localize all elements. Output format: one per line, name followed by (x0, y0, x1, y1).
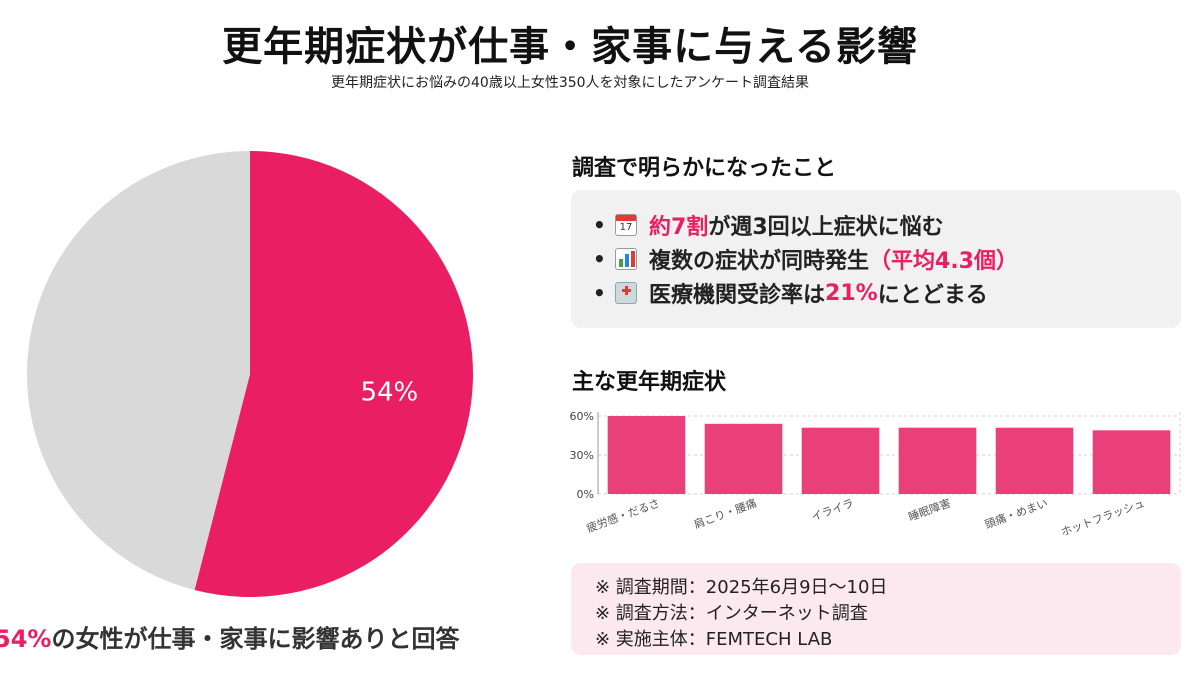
x-tick-label: 睡眠障害 (906, 496, 952, 524)
pie-caption-percent: 54% (0, 625, 52, 653)
finding-highlight: 21% (825, 280, 878, 306)
bar-chart-icon (615, 248, 637, 270)
findings-box: • 17 約7割 が週3回以上症状に悩む • 複数の症状が同時発生 （平均4.3個）… (571, 190, 1181, 328)
symptoms-heading: 主な更年期症状 (572, 370, 727, 395)
bar (801, 427, 880, 494)
y-tick-label: 0% (577, 488, 594, 501)
calendar-icon: 17 (615, 214, 637, 236)
note-period: ※ 調査期間：2025年6月9日〜10日 (595, 577, 888, 598)
bullet: • (593, 247, 606, 271)
bullet: • (593, 213, 606, 237)
bar (898, 427, 977, 494)
bullet: • (593, 281, 606, 305)
x-tick-label: ホットフラッシュ (1059, 497, 1146, 539)
impact-pie-chart: 54% (26, 151, 473, 597)
note-organizer: ※ 実施主体：FEMTECH LAB (595, 629, 833, 650)
finding-highlight: （平均4.3個） (869, 249, 1018, 274)
pie-slice-label: 54% (360, 378, 418, 408)
x-tick-label: 疲労感・だるさ (584, 496, 661, 535)
survey-notes: ※ 調査期間：2025年6月9日〜10日 ※ 調査方法：インターネット調査 ※ … (571, 563, 1181, 655)
symptoms-bar-chart: 0% 30% 60% 疲労感・だるさ 肩こり・腰痛 イライラ 睡眠障害 頭痛・めまい ホットフラ… (570, 410, 1181, 539)
bar (607, 416, 686, 494)
x-tick-label: 頭痛・めまい (983, 496, 1050, 532)
pie-caption: 54%の女性が仕事・家事に影響ありと回答 (0, 619, 459, 654)
note-method: ※ 調査方法：インターネット調査 (595, 603, 868, 624)
x-tick-label: 肩こり・腰痛 (692, 496, 759, 532)
finding-tail: にとどまる (877, 283, 988, 308)
bar (995, 427, 1074, 494)
page-subtitle: 更年期症状にお悩みの40歳以上女性350人を対象にしたアンケート調査結果 (331, 75, 809, 91)
y-tick-label: 60% (570, 410, 594, 423)
page-title: 更年期症状が仕事・家事に与える影響 (222, 24, 918, 70)
finding-highlight: 約7割 (649, 215, 709, 240)
pie-slice (194, 151, 473, 597)
finding-item: • 17 約7割 が週3回以上症状に悩む (593, 208, 1018, 242)
bar (1092, 430, 1171, 494)
findings-heading: 調査で明らかになったこと (572, 156, 837, 181)
finding-item: • 医療機関受診率は 21% にとどまる (593, 276, 1018, 310)
hospital-icon (615, 282, 637, 304)
pie-slice (26, 151, 251, 590)
pie-caption-text: の女性が仕事・家事に影響ありと回答 (51, 625, 460, 653)
finding-text: 医療機関受診率は (649, 283, 826, 308)
finding-text: が週3回以上症状に悩む (708, 215, 944, 240)
bar (704, 423, 783, 494)
y-tick-label: 30% (570, 449, 594, 462)
finding-item: • 複数の症状が同時発生 （平均4.3個） (593, 242, 1018, 276)
x-tick-label: イライラ (810, 497, 856, 524)
finding-text: 複数の症状が同時発生 (649, 249, 870, 274)
